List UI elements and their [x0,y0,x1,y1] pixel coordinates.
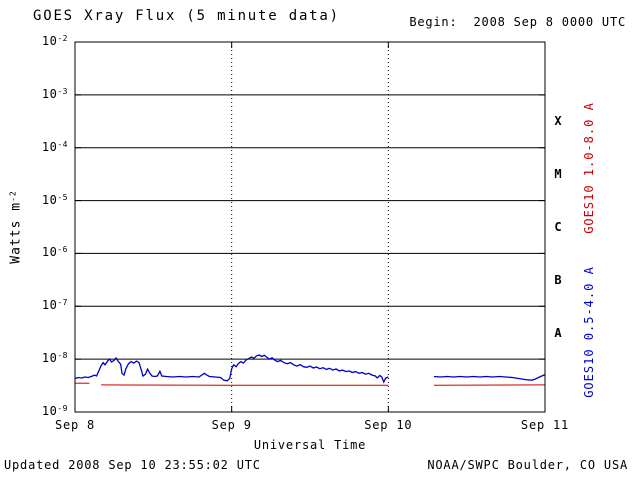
y-axis-label: 10-5 [41,192,68,207]
series-label-long-channel: GOES10 1.0-8.0 A [582,102,596,234]
chart-title: GOES Xray Flux (5 minute data) [33,8,340,24]
flare-class-A: A [554,325,562,340]
updated-timestamp: Updated 2008 Sep 10 23:55:02 UTC [4,458,261,472]
begin-timestamp: Begin: 2008 Sep 8 0000 UTC [409,15,626,29]
flare-class-C: C [554,220,562,234]
flare-class-X: X [554,114,562,129]
series-label-short-channel: GOES10 0.5-4.0 A [582,266,596,398]
y-axis-title: Watts m-2 [9,190,24,263]
y-axis-label: 10-6 [41,245,68,260]
plot-border [74,41,546,413]
x-axis-label: Sep 11 [520,418,570,432]
y-axis-label: 10-8 [41,351,68,366]
y-axis-title-exponent: -2 [8,190,18,202]
flare-class-M: M [554,167,562,182]
x-axis-label: Sep 8 [54,418,96,432]
y-axis-label: 10-7 [41,298,68,313]
y-axis-label: 10-9 [41,404,68,418]
flare-class-B: B [554,272,562,287]
x-axis-title: Universal Time [253,438,367,452]
y-axis-label: 10-2 [41,34,68,48]
y-axis-title-text: Watts m [8,201,24,264]
x-axis-label: Sep 10 [364,418,413,432]
x-axis-label: Sep 9 [211,418,252,432]
y-axis-label: 10-4 [41,139,68,154]
attribution: NOAA/SWPC Boulder, CO USA [427,458,628,472]
series-trace-short-channel [74,354,389,384]
series-trace-short-channel [433,374,546,381]
y-axis-label: 10-3 [41,86,68,101]
